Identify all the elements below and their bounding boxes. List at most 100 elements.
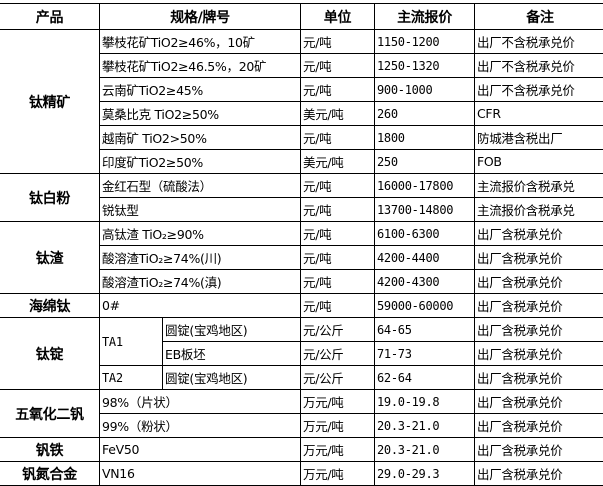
price-cell: 250	[375, 150, 475, 174]
header-unit: 单位	[301, 4, 375, 30]
unit-cell: 元/吨	[301, 198, 375, 222]
unit-cell: 万元/吨	[301, 462, 375, 486]
note-cell: 出厂含税承兑价	[475, 366, 603, 390]
spec-cell: FeV50	[100, 438, 301, 462]
price-cell: 19.0-19.8	[375, 390, 475, 414]
note-cell: 出厂不含税承兑价	[475, 54, 603, 78]
spec-cell: 高钛渣 TiO₂≥90%	[100, 222, 301, 246]
note-cell: 出厂含税承兑价	[475, 294, 603, 318]
unit-cell: 元/公斤	[301, 318, 375, 342]
price-cell: 29.0-29.3	[375, 462, 475, 486]
price-cell: 6100-6300	[375, 222, 475, 246]
price-cell: 20.3-21.0	[375, 438, 475, 462]
spec-cell: 印度矿TiO2≥50%	[100, 150, 301, 174]
unit-cell: 美元/吨	[301, 150, 375, 174]
price-cell: 1150-1200	[375, 30, 475, 54]
note-cell: 出厂不含税承兑价	[475, 30, 603, 54]
note-cell: 出厂含税承兑价	[475, 462, 603, 486]
price-cell: 20.3-21.0	[375, 414, 475, 438]
product-cell: 钒氮合金	[0, 462, 100, 486]
note-cell: 出厂含税承兑价	[475, 222, 603, 246]
header-price: 主流报价	[375, 4, 475, 30]
unit-cell: 万元/吨	[301, 390, 375, 414]
header-note: 备注	[475, 4, 603, 30]
spec-cell: 酸溶渣TiO₂≥74%(滇)	[100, 270, 301, 294]
unit-cell: 元/公斤	[301, 366, 375, 390]
note-cell: 防城港含税出厂	[475, 126, 603, 150]
price-cell: 64-65	[375, 318, 475, 342]
price-cell: 4200-4300	[375, 270, 475, 294]
spec-cell: 越南矿 TiO2>50%	[100, 126, 301, 150]
unit-cell: 元/公斤	[301, 342, 375, 366]
spec-cell: 攀枝花矿TiO2≥46%，10矿	[100, 30, 301, 54]
note-cell: 出厂含税承兑价	[475, 414, 603, 438]
grade-cell: TA1	[100, 318, 163, 366]
spec-cell: 酸溶渣TiO₂≥74%(川)	[100, 246, 301, 270]
note-cell: 出厂不含税承兑价	[475, 78, 603, 102]
product-cell: 海绵钛	[0, 294, 100, 318]
unit-cell: 元/吨	[301, 126, 375, 150]
note-cell: 出厂含税承兑价	[475, 270, 603, 294]
unit-cell: 美元/吨	[301, 102, 375, 126]
price-cell: 1800	[375, 126, 475, 150]
price-cell: 900-1000	[375, 78, 475, 102]
note-cell: 出厂含税承兑价	[475, 246, 603, 270]
unit-cell: 元/吨	[301, 222, 375, 246]
unit-cell: 元/吨	[301, 294, 375, 318]
unit-cell: 元/吨	[301, 54, 375, 78]
note-cell: 出厂含税承兑价	[475, 390, 603, 414]
product-cell: 钛渣	[0, 222, 100, 294]
spec-cell: EB板坯	[163, 342, 301, 366]
unit-cell: 元/吨	[301, 270, 375, 294]
spec-cell: 莫桑比克 TiO2≥50%	[100, 102, 301, 126]
unit-cell: 万元/吨	[301, 414, 375, 438]
grade-cell: TA2	[100, 366, 163, 390]
price-cell: 62-64	[375, 366, 475, 390]
product-cell: 钛精矿	[0, 30, 100, 174]
spec-cell: 99%（粉状）	[100, 414, 301, 438]
product-cell: 钛锭	[0, 318, 100, 390]
spec-cell: 圆锭(宝鸡地区)	[163, 366, 301, 390]
spec-cell: 圆锭(宝鸡地区)	[163, 318, 301, 342]
price-table: 产品 规格/牌号 单位 主流报价 备注 钛精矿攀枝花矿TiO2≥46%，10矿元…	[0, 3, 603, 486]
spec-cell: 锐钛型	[100, 198, 301, 222]
price-cell: 4200-4400	[375, 246, 475, 270]
spec-cell: 金红石型（硫酸法）	[100, 174, 301, 198]
price-cell: 59000-60000	[375, 294, 475, 318]
price-cell: 16000-17800	[375, 174, 475, 198]
header-row: 产品 规格/牌号 单位 主流报价 备注	[0, 4, 603, 30]
price-cell: 13700-14800	[375, 198, 475, 222]
note-cell: 主流报价含税承兑	[475, 198, 603, 222]
header-spec: 规格/牌号	[100, 4, 301, 30]
product-cell: 五氧化二钒	[0, 390, 100, 438]
product-cell: 钒铁	[0, 438, 100, 462]
spec-cell: VN16	[100, 462, 301, 486]
product-cell: 钛白粉	[0, 174, 100, 222]
note-cell: 出厂含税承兑价	[475, 342, 603, 366]
unit-cell: 元/吨	[301, 246, 375, 270]
price-cell: 260	[375, 102, 475, 126]
unit-cell: 元/吨	[301, 78, 375, 102]
note-cell: 出厂含税承兑价	[475, 438, 603, 462]
note-cell: CFR	[475, 102, 603, 126]
price-cell: 1250-1320	[375, 54, 475, 78]
price-cell: 71-73	[375, 342, 475, 366]
spec-cell: 98%（片状）	[100, 390, 301, 414]
spec-cell: 攀枝花矿TiO2≥46.5%，20矿	[100, 54, 301, 78]
spec-cell: 0#	[100, 294, 301, 318]
note-cell: 出厂含税承兑价	[475, 318, 603, 342]
spec-cell: 云南矿TiO2≥45%	[100, 78, 301, 102]
note-cell: 主流报价含税承兑	[475, 174, 603, 198]
unit-cell: 元/吨	[301, 174, 375, 198]
header-product: 产品	[0, 4, 100, 30]
unit-cell: 元/吨	[301, 30, 375, 54]
unit-cell: 万元/吨	[301, 438, 375, 462]
